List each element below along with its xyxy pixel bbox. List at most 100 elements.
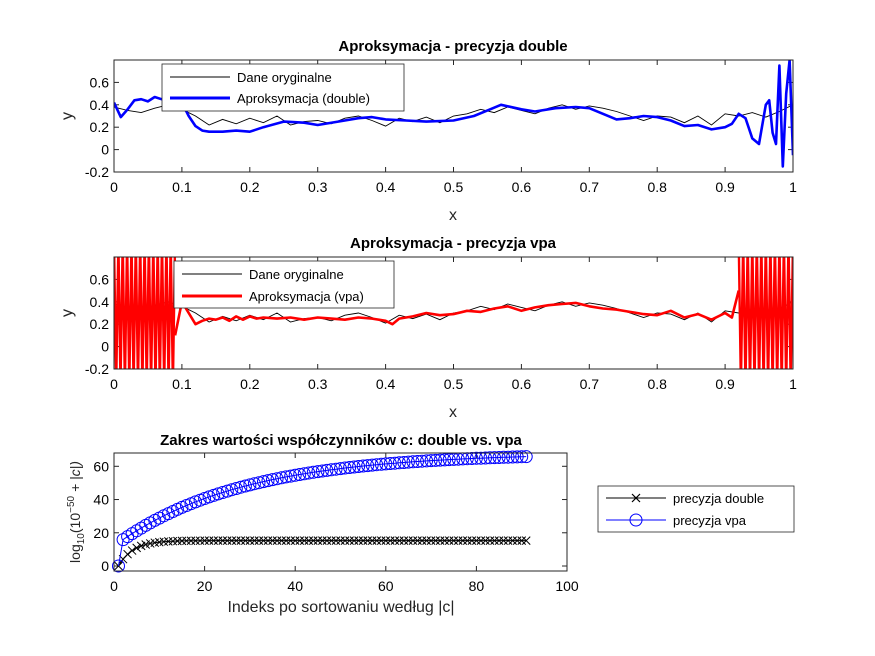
marker-precision-double	[245, 536, 255, 545]
ytick-label-double: 0.2	[90, 119, 110, 135]
marker-precision-vpa	[388, 456, 402, 470]
marker-precision-double	[512, 536, 522, 545]
marker-precision-double	[363, 536, 373, 545]
xtick-label-double: 0.2	[240, 179, 260, 195]
xtick-label-vpa: 0.8	[647, 376, 667, 392]
legend-coefficients: precyzja double precyzja vpa	[597, 485, 795, 533]
marker-precision-vpa	[397, 456, 411, 469]
marker-precision-vpa	[343, 461, 357, 474]
marker-precision-double	[313, 536, 323, 545]
marker-precision-double	[186, 536, 196, 546]
series-precision-vpa-line	[118, 456, 527, 567]
marker-precision-double	[458, 536, 468, 545]
marker-precision-double	[254, 536, 264, 545]
marker-precision-double	[521, 536, 531, 545]
marker-precision-double	[490, 536, 499, 545]
xtick-label-coefficients: 60	[378, 578, 394, 594]
marker-precision-double	[299, 536, 309, 545]
plot-frame-double	[113, 59, 794, 173]
marker-precision-double	[218, 536, 228, 545]
marker-precision-vpa	[392, 456, 406, 470]
ylabel-vpa: y	[59, 309, 76, 317]
marker-precision-vpa	[270, 472, 284, 486]
xtick-label-double: 0.4	[376, 179, 396, 195]
marker-precision-double	[286, 536, 296, 545]
xtick-label-vpa: 0.6	[512, 376, 532, 392]
xlabel-double: x	[449, 207, 457, 224]
xtick-label-vpa: 0	[110, 376, 118, 392]
series-approx-line-vpa	[173, 290, 740, 336]
marker-precision-double	[268, 536, 277, 545]
marker-precision-double	[231, 536, 241, 545]
ytick-label-coefficients: 20	[93, 525, 109, 541]
marker-precision-vpa	[401, 455, 415, 469]
ylabel-double: y	[59, 112, 76, 120]
legend-box-coefficients	[597, 485, 795, 533]
xtick-label-coefficients: 0	[110, 578, 118, 594]
marker-precision-double	[340, 536, 350, 545]
marker-precision-double	[422, 536, 431, 545]
axes-coefficients: Zakres wartości współczynników c: double…	[66, 432, 795, 616]
marker-precision-double	[390, 536, 400, 545]
marker-precision-double	[331, 536, 341, 545]
marker-precision-double	[259, 536, 268, 545]
marker-precision-double	[318, 536, 327, 545]
marker-precision-double	[517, 536, 527, 545]
ylabel-sub: 10	[76, 533, 87, 545]
legend-marker-precision-vpa	[629, 513, 643, 527]
ytick-label-double: -0.2	[85, 164, 109, 180]
legend-label-precision-vpa: precyzja vpa	[673, 513, 747, 528]
marker-precision-vpa	[488, 451, 501, 465]
xtick-label-double: 0.5	[444, 179, 464, 195]
marker-precision-vpa	[334, 462, 347, 476]
marker-precision-double	[345, 536, 354, 545]
marker-precision-vpa	[411, 455, 424, 468]
marker-precision-double	[444, 536, 454, 545]
marker-precision-vpa	[438, 453, 452, 467]
marker-precision-double	[381, 536, 391, 545]
marker-precision-vpa	[266, 473, 279, 487]
xtick-label-vpa: 0.1	[172, 376, 192, 392]
marker-precision-double	[408, 536, 418, 545]
marker-precision-double	[250, 536, 259, 545]
marker-precision-vpa	[243, 478, 257, 492]
title-coefficients: Zakres wartości współczynników c: double…	[160, 432, 522, 449]
xtick-label-double: 0.6	[512, 179, 532, 195]
marker-precision-vpa	[216, 486, 230, 499]
marker-precision-double	[277, 536, 286, 545]
marker-precision-vpa	[474, 451, 488, 465]
marker-precision-vpa	[288, 468, 302, 482]
marker-precision-double	[440, 536, 450, 545]
marker-precision-double	[503, 536, 513, 545]
marker-precision-double	[481, 536, 490, 545]
marker-precision-vpa	[252, 476, 266, 490]
marker-precision-vpa	[112, 559, 125, 573]
marker-precision-vpa	[365, 458, 379, 472]
axes-vpa: Aproksymacja - precyzja vpa 0 0.1 0.2 0.3 0.…	[59, 235, 797, 421]
marker-precision-double	[227, 536, 237, 545]
marker-precision-vpa	[429, 453, 443, 467]
marker-precision-double	[209, 536, 219, 545]
marker-precision-vpa	[261, 474, 275, 488]
ylabel-rest: + |c|)	[67, 461, 83, 496]
marker-precision-double	[485, 536, 495, 545]
marker-precision-double	[417, 536, 427, 545]
marker-precision-vpa	[406, 455, 420, 469]
marker-precision-double	[472, 536, 481, 545]
ytick-label-vpa: 0.4	[90, 294, 110, 310]
plot-area-coefficients	[114, 453, 567, 571]
marker-precision-vpa	[338, 461, 352, 475]
marker-precision-vpa	[225, 483, 239, 497]
marker-precision-double	[404, 536, 413, 545]
marker-precision-double	[413, 536, 422, 545]
marker-precision-vpa	[492, 451, 506, 464]
marker-precision-double	[367, 536, 377, 545]
marker-precision-vpa	[116, 533, 130, 547]
marker-precision-vpa	[483, 451, 497, 465]
xtick-label-vpa: 0.2	[240, 376, 260, 392]
ylabel-exp: −50	[66, 495, 77, 512]
marker-precision-double	[281, 536, 291, 545]
marker-precision-double	[431, 536, 440, 545]
marker-precision-double	[336, 536, 345, 545]
marker-precision-double	[132, 543, 142, 553]
